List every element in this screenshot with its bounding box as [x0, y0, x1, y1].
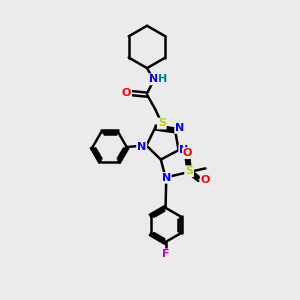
Text: S: S	[185, 166, 193, 176]
Text: F: F	[162, 249, 169, 260]
Text: O: O	[122, 88, 131, 98]
Text: N: N	[175, 123, 184, 133]
Text: N: N	[137, 142, 146, 152]
Text: N: N	[149, 74, 158, 84]
Text: O: O	[201, 175, 210, 184]
Text: S: S	[158, 118, 166, 128]
Text: O: O	[183, 148, 192, 158]
Text: N: N	[161, 173, 171, 183]
Text: H: H	[158, 74, 168, 84]
Text: N: N	[179, 145, 188, 155]
